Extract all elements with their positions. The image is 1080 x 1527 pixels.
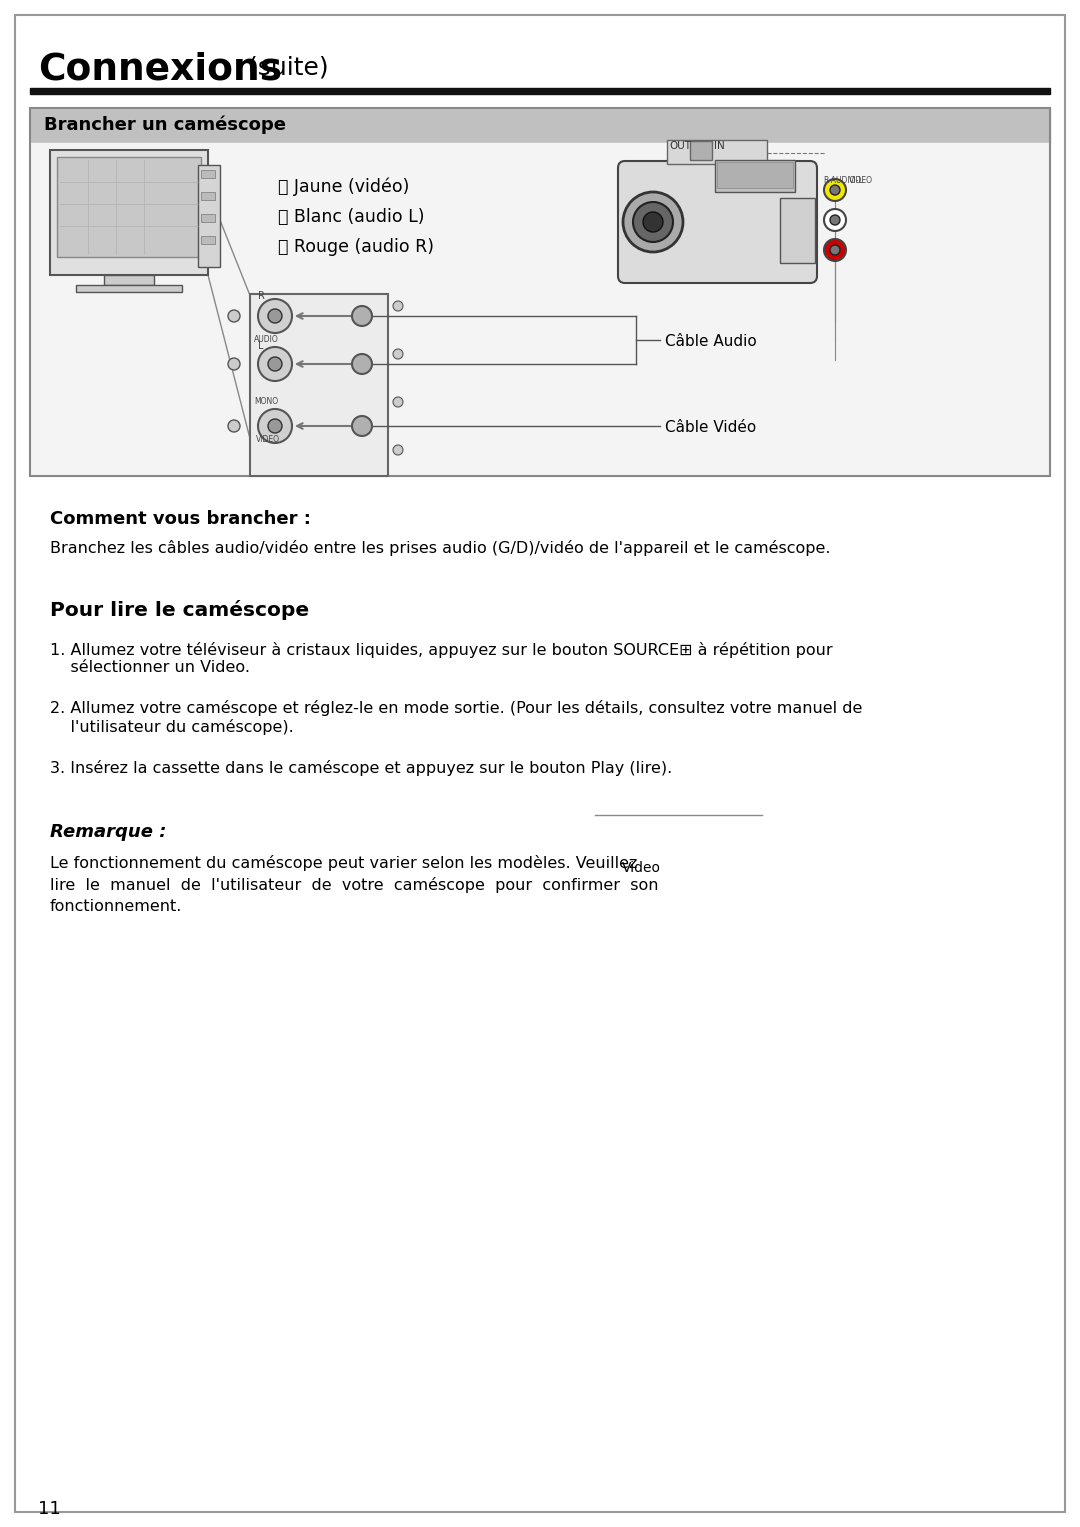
Circle shape <box>393 350 403 359</box>
Bar <box>690 140 712 160</box>
Bar <box>780 199 815 263</box>
Text: R: R <box>258 292 265 301</box>
Text: IN: IN <box>714 140 725 151</box>
Bar <box>57 157 201 257</box>
Text: Remarque :: Remarque : <box>50 823 166 841</box>
Circle shape <box>633 202 673 241</box>
Circle shape <box>831 244 840 255</box>
Text: 2. Allumez votre caméscope et réglez-le en mode sortie. (Pour les détails, consu: 2. Allumez votre caméscope et réglez-le … <box>50 699 862 734</box>
Bar <box>50 150 208 275</box>
Circle shape <box>268 308 282 324</box>
Text: Comment vous brancher :: Comment vous brancher : <box>50 510 311 528</box>
Circle shape <box>258 409 292 443</box>
Circle shape <box>258 299 292 333</box>
Text: L: L <box>258 341 264 351</box>
Circle shape <box>393 444 403 455</box>
Text: 3. Insérez la cassette dans le caméscope et appuyez sur le bouton Play (lire).: 3. Insérez la cassette dans le caméscope… <box>50 760 672 776</box>
Circle shape <box>824 209 846 231</box>
Circle shape <box>623 192 683 252</box>
Bar <box>667 140 767 163</box>
Text: 1. Allumez votre téléviseur à cristaux liquides, appuyez sur le bouton SOURCE⊞ à: 1. Allumez votre téléviseur à cristaux l… <box>50 641 833 675</box>
Text: Brancher un caméscope: Brancher un caméscope <box>44 116 286 134</box>
Text: Le fonctionnement du caméscope peut varier selon les modèles. Veuillez: Le fonctionnement du caméscope peut vari… <box>50 855 637 870</box>
Text: fonctionnement.: fonctionnement. <box>50 899 183 915</box>
Text: (suite): (suite) <box>240 56 328 79</box>
Text: lire  le  manuel  de  l'utilisateur  de  votre  caméscope  pour  confirmer  son: lire le manuel de l'utilisateur de votre… <box>50 876 659 893</box>
Circle shape <box>831 185 840 195</box>
Bar <box>201 214 215 221</box>
Text: ⓡ Blanc (audio L): ⓡ Blanc (audio L) <box>278 208 424 226</box>
Bar <box>717 162 793 188</box>
Circle shape <box>352 305 372 325</box>
FancyBboxPatch shape <box>618 160 816 282</box>
Bar <box>715 160 795 192</box>
Circle shape <box>824 179 846 202</box>
Bar <box>76 286 183 292</box>
Text: MONO: MONO <box>254 397 279 406</box>
Circle shape <box>393 301 403 312</box>
Text: Câble Audio: Câble Audio <box>665 334 757 350</box>
Circle shape <box>831 215 840 224</box>
Bar <box>198 165 220 267</box>
Circle shape <box>352 354 372 374</box>
Circle shape <box>393 397 403 408</box>
Circle shape <box>258 347 292 382</box>
Bar <box>249 295 388 476</box>
Text: OUT: OUT <box>669 140 691 151</box>
Circle shape <box>352 415 372 437</box>
Bar <box>201 169 215 179</box>
Text: Video: Video <box>622 861 661 875</box>
Text: R-AUDIO-L: R-AUDIO-L <box>823 176 863 185</box>
Text: ⓨ Jaune (vidéo): ⓨ Jaune (vidéo) <box>278 179 409 197</box>
Circle shape <box>268 418 282 434</box>
Text: Branchez les câbles audio/vidéo entre les prises audio (G/D)/vidéo de l'appareil: Branchez les câbles audio/vidéo entre le… <box>50 541 831 556</box>
Bar <box>30 144 1050 476</box>
Text: AUDIO: AUDIO <box>254 334 279 344</box>
Text: VIDEO: VIDEO <box>256 435 280 444</box>
Bar <box>30 108 1050 144</box>
Bar <box>30 108 1050 476</box>
Text: Connexions: Connexions <box>38 52 282 89</box>
Bar <box>104 275 154 286</box>
Text: Pour lire le caméscope: Pour lire le caméscope <box>50 600 309 620</box>
Circle shape <box>268 357 282 371</box>
Text: 11: 11 <box>38 1500 60 1518</box>
Circle shape <box>228 357 240 370</box>
Text: Câble Vidéo: Câble Vidéo <box>665 420 756 435</box>
Circle shape <box>228 420 240 432</box>
Bar <box>201 237 215 244</box>
Circle shape <box>228 310 240 322</box>
Text: VIDEO: VIDEO <box>849 176 873 185</box>
Bar <box>30 89 1050 95</box>
Circle shape <box>824 240 846 261</box>
Bar <box>201 192 215 200</box>
Circle shape <box>643 212 663 232</box>
Text: ⓡ Rouge (audio R): ⓡ Rouge (audio R) <box>278 238 434 257</box>
